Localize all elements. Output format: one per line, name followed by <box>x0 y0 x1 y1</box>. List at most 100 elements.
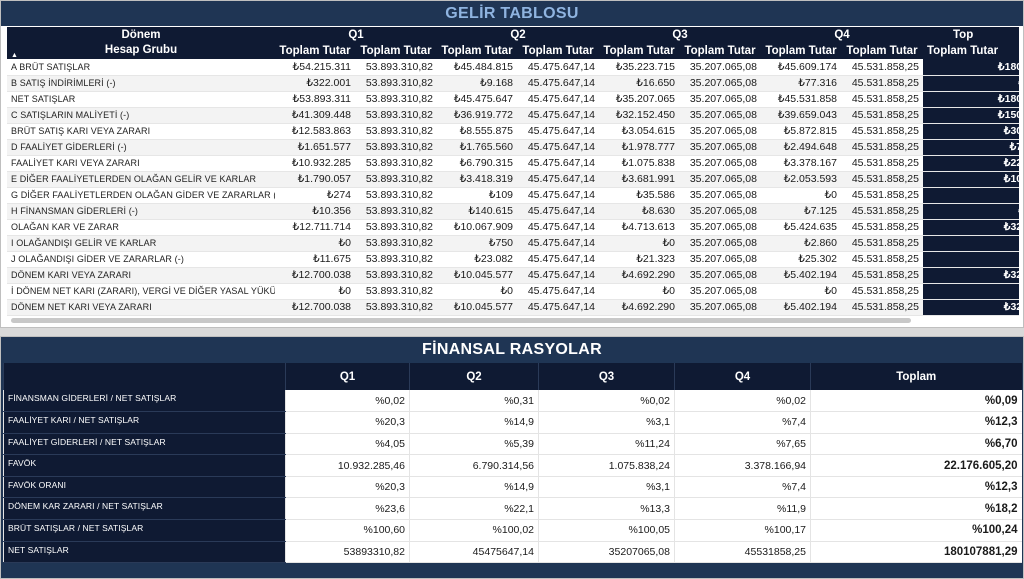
account-group-header[interactable]: Hesap Grubu ▲ <box>7 43 275 59</box>
total-column-header[interactable]: Toplam Tutar <box>923 43 1019 59</box>
table-row[interactable]: DÖNEM KARI VEYA ZARARI ₺12.700.038 53.893.… <box>7 267 1019 284</box>
column-header[interactable]: Toplam Tutar <box>841 43 923 59</box>
amount-cell: ₺1.075.838 <box>599 155 679 172</box>
account-name: A BRÜT SATIŞLAR <box>7 59 275 76</box>
income-table-viewport[interactable]: Dönem Q1 Q2 Q3 Q4 Top Hesap Grubu ▲ Topl… <box>7 27 1019 321</box>
total-cell: ₺166.726 <box>923 203 1019 220</box>
amount-cell: 35.207.065,08 <box>679 155 761 172</box>
ratio-value-cell: %7,4 <box>674 411 811 434</box>
amount-cell: ₺5.402.194 <box>761 267 841 284</box>
period-header: Dönem <box>7 27 275 43</box>
ratio-column-header[interactable]: Q1 <box>285 363 410 390</box>
ratio-total-cell: %0,09 <box>810 390 1022 413</box>
ratio-total-cell: %18,2 <box>810 497 1022 521</box>
amount-cell: ₺0 <box>761 283 841 300</box>
table-row[interactable]: FAALİYET KARI VEYA ZARARI ₺10.932.285 53.8… <box>7 155 1019 172</box>
amount-cell: ₺45.531.858 <box>761 91 841 108</box>
table-row[interactable]: E DİĞER FAALİYETLERDEN OLAĞAN GELİR VE K… <box>7 171 1019 188</box>
ratio-value-cell: %100,60 <box>285 519 410 542</box>
table-row[interactable]: FAVÖK 10.932.285,46 6.790.314,56 1.075.838,… <box>3 454 1022 477</box>
table-row[interactable]: D FAALİYET GİDERLERİ (-) ₺1.651.577 53.893… <box>7 139 1019 156</box>
amount-cell: ₺750 <box>437 235 517 252</box>
quarter-header[interactable]: Q1 <box>275 27 437 43</box>
ratio-value-cell: %11,9 <box>674 497 811 521</box>
amount-cell: ₺0 <box>275 235 355 252</box>
column-header[interactable]: Toplam Tutar <box>437 43 517 59</box>
amount-cell: 45.531.858,25 <box>841 283 923 300</box>
amount-cell: ₺5.872.815 <box>761 123 841 140</box>
amount-cell: ₺36.919.772 <box>437 107 517 124</box>
ratio-value-cell: %20,3 <box>285 476 410 499</box>
table-row[interactable]: B SATIŞ İNDİRİMLERİ (-) ₺322.001 53.893.31… <box>7 75 1019 92</box>
table-row[interactable]: FİNANSMAN GİDERLERİ / NET SATIŞLAR %0,02%… <box>3 390 1022 413</box>
table-row[interactable]: BRÜT SATIŞ KARI VEYA ZARARI ₺12.583.863 53… <box>7 123 1019 140</box>
total-cell: ₺180.533.016 <box>923 59 1019 76</box>
ratio-value-cell: 53893310,82 <box>285 541 410 564</box>
ratio-value-cell: %13,3 <box>538 497 675 521</box>
account-name: DÖNEM NET KARI VEYA ZARARI <box>7 299 275 316</box>
table-row[interactable]: BRÜT SATIŞLAR / NET SATIŞLAR %100,60 %100,… <box>3 519 1022 542</box>
column-header[interactable]: Toplam Tutar <box>761 43 841 59</box>
amount-cell: ₺7.125 <box>761 203 841 220</box>
amount-cell: 35.207.065,08 <box>679 187 761 204</box>
table-row[interactable]: DÖNEM KAR ZARARI / NET SATIŞLAR %23,6 %22,… <box>3 497 1022 521</box>
horizontal-scrollbar[interactable] <box>11 318 911 323</box>
table-row[interactable]: I OLAĞANDIŞI GELİR VE KARLAR ₺0 53.893.310… <box>7 235 1019 252</box>
column-header[interactable]: Toplam Tutar <box>599 43 679 59</box>
total-cell: ₺0 <box>923 283 1019 300</box>
amount-cell: 45.475.647,14 <box>517 75 599 92</box>
ratio-column-header[interactable]: Q3 <box>538 363 675 390</box>
table-row[interactable]: DÖNEM NET KARI VEYA ZARARI ₺12.700.038 53.… <box>7 299 1019 316</box>
table-row[interactable]: FAALİYET KARI / NET SATIŞLAR %20,3 %14,9 %3… <box>3 411 1022 434</box>
table-row[interactable]: J OLAĞANDIŞI GİDER VE ZARARLAR (-) ₺11.67… <box>7 251 1019 268</box>
amount-cell: 45.531.858,25 <box>841 267 923 284</box>
amount-cell: 45.531.858,25 <box>841 187 923 204</box>
ratio-value-cell: 45475647,14 <box>409 541 539 564</box>
amount-cell: 35.207.065,08 <box>679 251 761 268</box>
table-row[interactable]: İ DÖNEM NET KARI (ZARARI), VERGİ VE DİĞE… <box>7 283 1019 300</box>
ratio-total-cell: %12,3 <box>810 476 1022 499</box>
sort-ascending-icon[interactable]: ▲ <box>11 52 18 59</box>
income-table-body: A BRÜT SATIŞLAR ₺54.215.311 53.893.310,82 ₺… <box>7 59 1019 316</box>
amount-cell: 45.475.647,14 <box>517 283 599 300</box>
amount-cell: ₺10.067.909 <box>437 219 517 236</box>
total-cell: ₺32.840.099 <box>923 267 1019 284</box>
table-row[interactable]: OLAĞAN KAR VE ZARAR ₺12.711.714 53.893.310… <box>7 219 1019 236</box>
ratio-name: DÖNEM KAR ZARARI / NET SATIŞLAR <box>3 497 286 521</box>
table-row[interactable]: NET SATIŞLAR ₺53.893.311 53.893.310,82 ₺45.… <box>7 91 1019 108</box>
ratio-value-cell: %100,05 <box>538 519 675 542</box>
amount-cell: ₺11.675 <box>275 251 355 268</box>
table-row[interactable]: C SATIŞLARIN MALİYETİ (-) ₺41.309.448 53.8… <box>7 107 1019 124</box>
column-header[interactable]: Toplam Tutar <box>355 43 437 59</box>
quarter-header[interactable]: Q3 <box>599 27 761 43</box>
amount-cell: ₺16.650 <box>599 75 679 92</box>
amount-cell: 53.893.310,82 <box>355 155 437 172</box>
total-cell: ₺32.840.099 <box>923 299 1019 316</box>
amount-cell: 53.893.310,82 <box>355 75 437 92</box>
quarter-header[interactable]: Q2 <box>437 27 599 43</box>
amount-cell: ₺10.045.577 <box>437 267 517 284</box>
amount-cell: ₺25.302 <box>761 251 841 268</box>
table-row[interactable]: H FİNANSMAN GİDERLERİ (-) ₺10.356 53.893.3… <box>7 203 1019 220</box>
income-statement-panel: GELİR TABLOSU Dönem Q1 Q2 Q3 <box>0 0 1024 328</box>
column-header[interactable]: Toplam Tutar <box>679 43 761 59</box>
quarter-header[interactable]: Q4 <box>761 27 923 43</box>
ratio-total-cell: %6,70 <box>810 433 1022 456</box>
income-table: Dönem Q1 Q2 Q3 Q4 Top Hesap Grubu ▲ Topl… <box>7 27 1019 316</box>
ratio-total-header[interactable]: Toplam <box>810 363 1022 390</box>
amount-cell: 53.893.310,82 <box>355 219 437 236</box>
amount-cell: 53.893.310,82 <box>355 203 437 220</box>
column-header[interactable]: Toplam Tutar <box>517 43 599 59</box>
column-header[interactable]: Toplam Tutar <box>275 43 355 59</box>
table-row[interactable]: NET SATIŞLAR 53893310,82 45475647,14 352070… <box>3 541 1022 564</box>
total-header[interactable]: Top <box>923 27 1019 43</box>
table-row[interactable]: A BRÜT SATIŞLAR ₺54.215.311 53.893.310,82 ₺… <box>7 59 1019 76</box>
amount-cell: 45.475.647,14 <box>517 187 599 204</box>
table-row[interactable]: G DİĞER FAALİYETLERDEN OLAĞAN GİDER VE Z… <box>7 187 1019 204</box>
table-row[interactable]: FAVÖK ORANI %20,3 %14,9 %3,1 %7,4 %12,3 <box>3 476 1022 499</box>
ratio-column-header[interactable]: Q2 <box>409 363 539 390</box>
account-name: B SATIŞ İNDİRİMLERİ (-) <box>7 75 275 92</box>
ratio-column-header[interactable]: Q4 <box>674 363 811 390</box>
amount-cell: 45.475.647,14 <box>517 251 599 268</box>
table-row[interactable]: FAALİYET GİDERLERİ / NET SATIŞLAR %4,05 %5… <box>3 433 1022 456</box>
